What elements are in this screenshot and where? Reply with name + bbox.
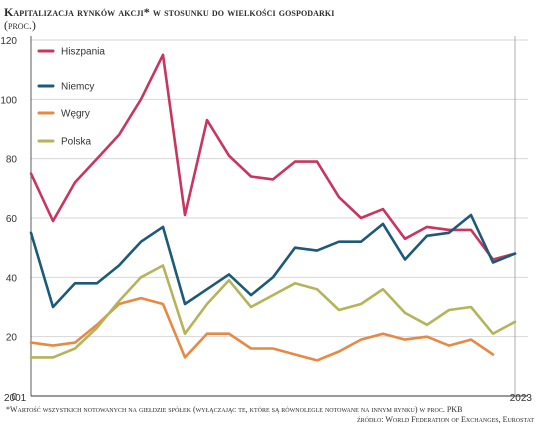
footnote: *Wartość wszystkich notowanych na giełdz… — [6, 405, 463, 414]
y-tick-label-20: 20 — [6, 333, 18, 344]
chart-subtitle: (proc.) — [4, 18, 36, 32]
legend-label-hiszpania: Hiszpania — [61, 47, 105, 58]
series-line-węgry — [29, 296, 495, 362]
y-tick-label-120: 120 — [0, 36, 17, 47]
y-tick-label-80: 80 — [6, 155, 18, 166]
series-line-polska — [29, 264, 517, 359]
series-line-niemcy — [29, 213, 517, 309]
y-tick-label-40: 40 — [6, 273, 18, 284]
legend-label-polska: Polska — [61, 137, 91, 148]
legend-label-węgry: Węgry — [61, 109, 90, 120]
x-tick-label-2001: 2001 — [4, 393, 27, 404]
legend-label-niemcy: Niemcy — [61, 82, 94, 93]
y-tick-label-0: 0 — [11, 392, 17, 403]
y-tick-label-100: 100 — [0, 95, 17, 106]
source-note: źródło: World Federation of Exchanges, E… — [356, 415, 534, 424]
y-tick-label-60: 60 — [6, 214, 18, 225]
series-line-hiszpania — [29, 53, 517, 261]
chart-title: Kapitalizacja rynków akcji* w stosunku d… — [4, 5, 335, 19]
x-tick-label-2023: 2023 — [510, 393, 533, 404]
